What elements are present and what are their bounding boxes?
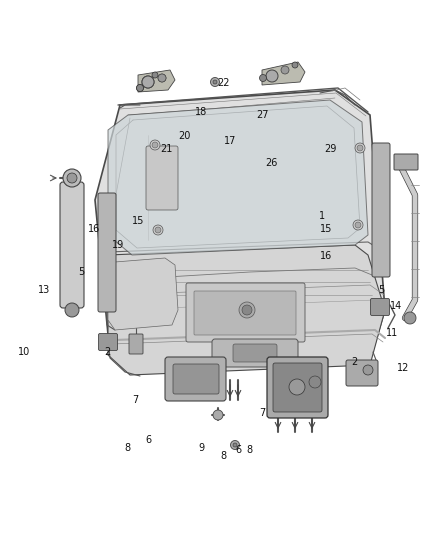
- FancyBboxPatch shape: [371, 298, 389, 316]
- FancyBboxPatch shape: [98, 193, 116, 312]
- Circle shape: [309, 376, 321, 388]
- FancyBboxPatch shape: [129, 334, 143, 354]
- Circle shape: [404, 312, 416, 324]
- Text: 12: 12: [397, 363, 409, 373]
- Polygon shape: [262, 62, 305, 85]
- Text: 22: 22: [217, 78, 230, 87]
- Circle shape: [230, 440, 240, 449]
- Text: 11: 11: [386, 328, 398, 338]
- Circle shape: [152, 72, 158, 78]
- Circle shape: [355, 222, 361, 228]
- FancyBboxPatch shape: [346, 360, 378, 386]
- Circle shape: [158, 74, 166, 82]
- Text: 7: 7: [133, 395, 139, 405]
- FancyBboxPatch shape: [173, 364, 219, 394]
- Polygon shape: [138, 70, 175, 92]
- Circle shape: [158, 74, 166, 82]
- Circle shape: [292, 62, 298, 68]
- Text: 14: 14: [390, 302, 403, 311]
- FancyBboxPatch shape: [394, 154, 418, 170]
- Polygon shape: [95, 90, 385, 370]
- Circle shape: [65, 303, 79, 317]
- Text: 29: 29: [325, 144, 337, 154]
- Circle shape: [142, 76, 154, 88]
- Text: 1: 1: [319, 211, 325, 221]
- Text: 19: 19: [112, 240, 124, 250]
- Circle shape: [153, 225, 163, 235]
- Circle shape: [239, 302, 255, 318]
- Circle shape: [63, 169, 81, 187]
- Circle shape: [211, 77, 219, 86]
- Text: 8: 8: [220, 451, 226, 461]
- Text: 16: 16: [320, 251, 332, 261]
- Circle shape: [152, 142, 158, 148]
- FancyBboxPatch shape: [146, 146, 178, 210]
- Circle shape: [357, 145, 363, 151]
- FancyBboxPatch shape: [372, 143, 390, 277]
- Circle shape: [242, 305, 252, 315]
- Text: 20: 20: [178, 131, 190, 141]
- Circle shape: [266, 70, 278, 82]
- FancyBboxPatch shape: [233, 344, 277, 362]
- Text: 27: 27: [257, 110, 269, 119]
- Text: 8: 8: [124, 443, 130, 453]
- FancyBboxPatch shape: [99, 334, 117, 351]
- Text: 5: 5: [378, 286, 384, 295]
- Circle shape: [137, 85, 144, 92]
- Circle shape: [137, 85, 144, 92]
- FancyBboxPatch shape: [186, 283, 305, 342]
- Circle shape: [363, 365, 373, 375]
- Text: 6: 6: [146, 435, 152, 445]
- Text: 13: 13: [38, 286, 50, 295]
- Circle shape: [281, 66, 289, 74]
- Circle shape: [213, 410, 223, 420]
- Circle shape: [67, 173, 77, 183]
- FancyBboxPatch shape: [267, 357, 328, 418]
- FancyBboxPatch shape: [212, 339, 298, 367]
- Text: 5: 5: [78, 267, 84, 277]
- Text: 15: 15: [132, 216, 144, 226]
- FancyBboxPatch shape: [60, 182, 84, 308]
- Polygon shape: [108, 100, 368, 255]
- Text: 26: 26: [265, 158, 278, 167]
- Circle shape: [355, 143, 365, 153]
- Circle shape: [233, 443, 237, 447]
- Text: 2: 2: [104, 347, 110, 357]
- Text: 15: 15: [320, 224, 332, 234]
- Circle shape: [155, 227, 161, 233]
- Circle shape: [142, 76, 154, 88]
- Polygon shape: [108, 245, 385, 375]
- Circle shape: [353, 220, 363, 230]
- Text: 18: 18: [195, 107, 208, 117]
- Polygon shape: [108, 258, 178, 330]
- Circle shape: [289, 379, 305, 395]
- Text: 21: 21: [160, 144, 173, 154]
- Text: 6: 6: [236, 446, 242, 455]
- Text: 16: 16: [88, 224, 100, 234]
- FancyBboxPatch shape: [273, 363, 322, 412]
- Text: 2: 2: [352, 358, 358, 367]
- FancyBboxPatch shape: [165, 357, 226, 401]
- Text: 9: 9: [198, 443, 205, 453]
- Text: 17: 17: [224, 136, 236, 146]
- Text: 7: 7: [260, 408, 266, 418]
- Circle shape: [213, 80, 217, 84]
- Text: 8: 8: [247, 446, 253, 455]
- Circle shape: [150, 140, 160, 150]
- FancyBboxPatch shape: [194, 291, 296, 335]
- Text: 10: 10: [18, 347, 30, 357]
- Circle shape: [259, 75, 266, 82]
